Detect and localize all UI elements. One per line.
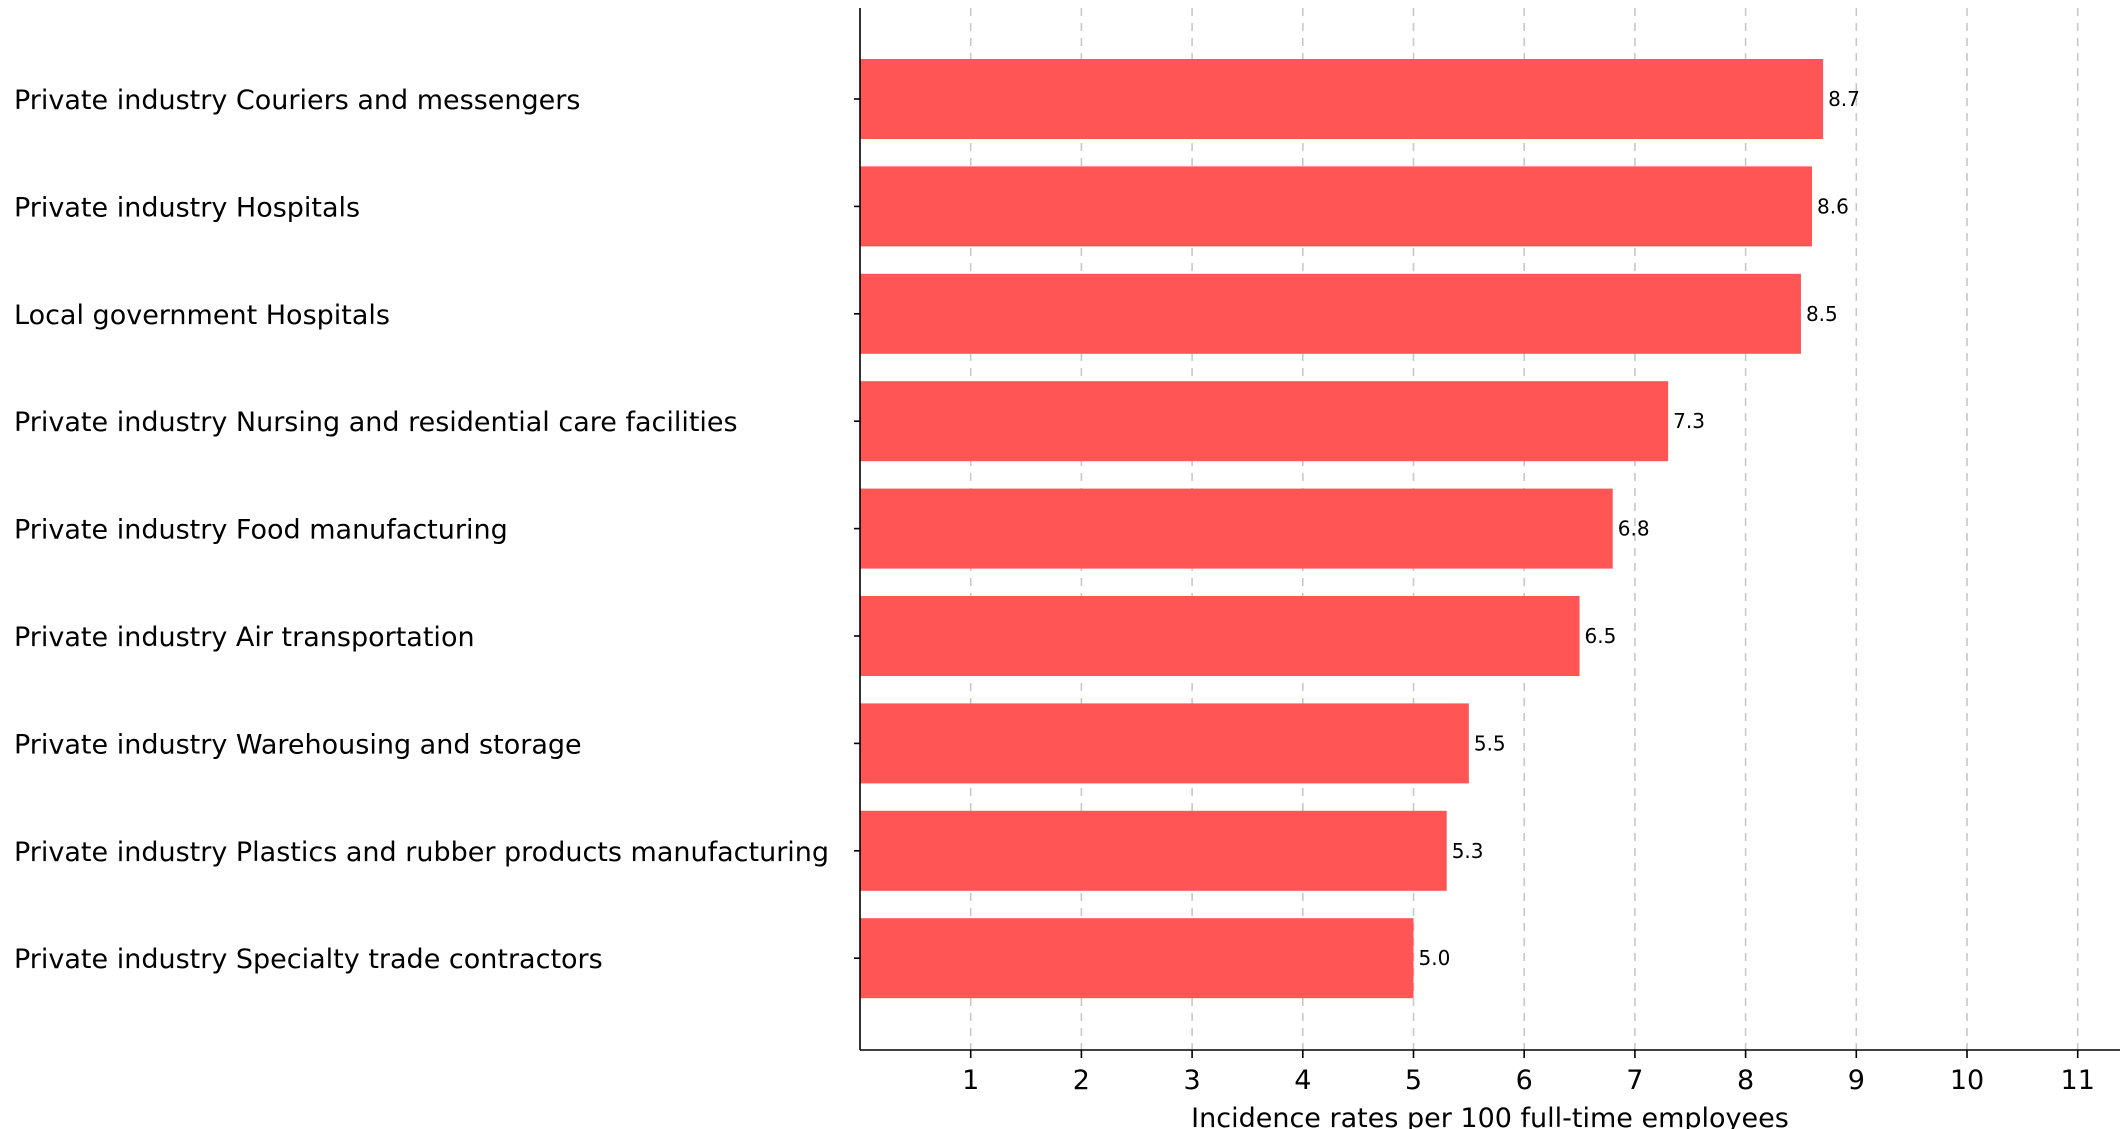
bar [860, 273, 1801, 354]
bars [860, 59, 1824, 999]
x-tick-label: 1 [962, 1065, 979, 1096]
x-ticks: 1 2 3 4 5 6 7 8 9 10 11 [962, 1050, 2095, 1096]
value-label: 8.5 [1806, 302, 1838, 326]
bar [860, 381, 1669, 462]
x-tick-label: 2 [1073, 1065, 1090, 1096]
value-labels: 8.7 8.6 8.5 7.3 6.8 6.5 5.5 5.3 5.0 [1419, 87, 1860, 970]
value-label: 6.5 [1585, 624, 1617, 648]
bar [860, 703, 1469, 784]
category-label: Private industry Food manufacturing [14, 515, 508, 546]
category-label: Private industry Hospitals [14, 192, 360, 223]
bar [860, 166, 1813, 247]
category-label: Private industry Plastics and rubber pro… [14, 837, 829, 868]
value-label: 8.6 [1817, 194, 1849, 218]
bar [860, 59, 1824, 139]
x-tick-label: 4 [1294, 1065, 1311, 1096]
bar [860, 810, 1447, 891]
category-label: Private industry Couriers and messengers [14, 85, 580, 116]
x-tick-label: 8 [1737, 1065, 1754, 1096]
x-tick-label: 7 [1626, 1065, 1643, 1096]
x-axis-title: Incidence rates per 100 full-time employ… [1191, 1103, 1789, 1129]
x-tick-label: 6 [1516, 1065, 1533, 1096]
category-label: Private industry Warehousing and storage [14, 729, 582, 760]
x-tick-label: 5 [1405, 1065, 1422, 1096]
category-label: Private industry Specialty trade contrac… [14, 944, 603, 975]
x-tick-label: 9 [1848, 1065, 1865, 1096]
category-labels: Private industry Couriers and messengers… [14, 85, 860, 975]
value-label: 7.3 [1673, 409, 1705, 433]
value-label: 6.8 [1618, 517, 1650, 541]
x-tick-label: 11 [2061, 1065, 2095, 1096]
value-label: 5.5 [1474, 731, 1506, 755]
bar [860, 918, 1414, 999]
bar [860, 488, 1613, 569]
category-label: Private industry Air transportation [14, 622, 475, 653]
x-tick-label: 3 [1184, 1065, 1201, 1096]
x-tick-label: 10 [1950, 1065, 1984, 1096]
bar [860, 596, 1580, 676]
value-label: 5.3 [1452, 839, 1484, 863]
category-label: Local government Hospitals [14, 300, 390, 331]
value-label: 8.7 [1828, 87, 1860, 111]
value-label: 5.0 [1419, 946, 1451, 970]
category-label: Private industry Nursing and residential… [14, 407, 738, 438]
